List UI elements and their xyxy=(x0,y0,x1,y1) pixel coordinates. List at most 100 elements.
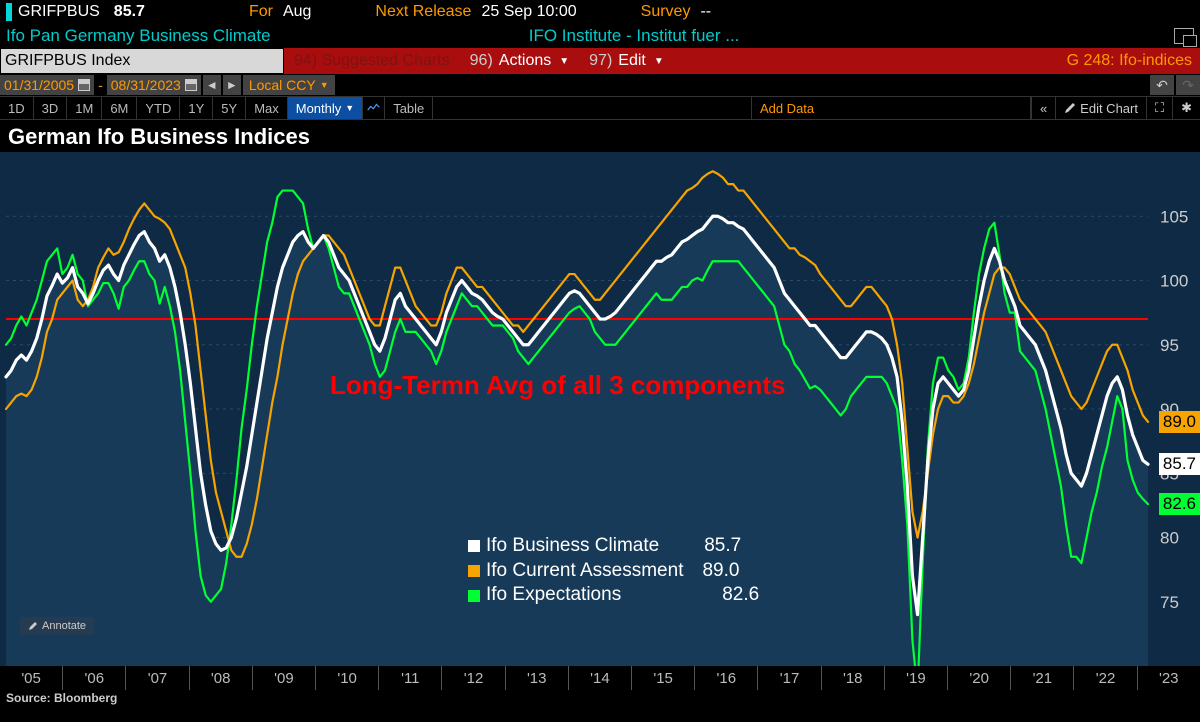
svg-text:100: 100 xyxy=(1160,272,1188,291)
gear-icon: ✱ xyxy=(1181,100,1192,116)
legend-swatch xyxy=(468,565,480,577)
add-data-field[interactable]: Add Data xyxy=(751,97,1031,119)
actions-menu[interactable]: 96) Actions ▼ xyxy=(460,48,580,74)
date-prev-button[interactable]: ◄ xyxy=(203,75,221,95)
x-tick: '06 xyxy=(62,666,125,690)
x-tick: '22 xyxy=(1073,666,1136,690)
survey-value: -- xyxy=(700,3,711,21)
interval-text: Monthly xyxy=(296,101,342,116)
undo-button[interactable]: ↶ xyxy=(1150,75,1174,95)
index-text: GRIFPBUS Index xyxy=(5,52,130,70)
settings-button[interactable]: ✱ xyxy=(1172,97,1200,119)
annotate-button[interactable]: Annotate xyxy=(20,617,94,635)
for-period: Aug xyxy=(283,3,311,21)
value-flag: 89.0 xyxy=(1159,411,1200,433)
x-tick: '07 xyxy=(125,666,188,690)
chart-title: German Ifo Business Indices xyxy=(0,120,1200,152)
source-label: Source: Bloomberg xyxy=(0,690,1200,708)
suggested-charts[interactable]: 94) Suggested Charts xyxy=(284,48,460,74)
legend-label: Ifo Current Assessment xyxy=(486,559,683,584)
x-tick: '08 xyxy=(189,666,252,690)
value-flag: 85.7 xyxy=(1159,453,1200,475)
next-release-label: Next Release xyxy=(375,3,471,21)
x-tick: '11 xyxy=(378,666,441,690)
range-max[interactable]: Max xyxy=(246,97,288,119)
chevron-down-icon: ▼ xyxy=(320,80,329,90)
date-range-bar: 01/31/2005 - 08/31/2023 ◄ ► Local CCY ▼ ↶… xyxy=(0,74,1200,96)
legend-row: Ifo Current Assessment 89.0 xyxy=(468,559,759,584)
pencil-icon xyxy=(28,621,38,631)
value-flag: 82.6 xyxy=(1159,493,1200,515)
range-bar: 1D3D1M6MYTD1Y5YMax Monthly▼ Table Add Da… xyxy=(0,96,1200,120)
copy-icon[interactable] xyxy=(1174,28,1194,44)
table-view-button[interactable]: Table xyxy=(385,97,433,119)
legend-swatch xyxy=(468,590,480,602)
x-tick: '23 xyxy=(1137,666,1200,690)
svg-text:105: 105 xyxy=(1160,207,1188,226)
x-tick: '05 xyxy=(0,666,62,690)
range-1d[interactable]: 1D xyxy=(0,97,34,119)
svg-text:80: 80 xyxy=(1160,529,1179,548)
survey-label: Survey xyxy=(641,3,691,21)
x-tick: '19 xyxy=(884,666,947,690)
actions-label: Actions xyxy=(499,52,551,70)
expand-button[interactable]: ⛶ xyxy=(1146,97,1172,119)
edit-label: Edit xyxy=(618,52,646,70)
x-tick: '16 xyxy=(694,666,757,690)
x-tick: '10 xyxy=(315,666,378,690)
svg-text:95: 95 xyxy=(1160,336,1179,355)
date-to-text: 08/31/2023 xyxy=(111,77,181,93)
x-tick: '09 xyxy=(252,666,315,690)
title-row: Ifo Pan Germany Business Climate IFO Ins… xyxy=(0,24,1200,48)
date-to[interactable]: 08/31/2023 xyxy=(107,75,201,95)
date-separator: - xyxy=(96,77,105,93)
collapse-button[interactable]: « xyxy=(1031,97,1055,119)
for-label: For xyxy=(249,3,273,21)
svg-text:75: 75 xyxy=(1160,593,1179,612)
status-row: GRIFPBUS 85.7 For Aug Next Release 25 Se… xyxy=(0,0,1200,24)
x-tick: '20 xyxy=(947,666,1010,690)
title-right: IFO Institute - Institut fuer ... xyxy=(529,26,740,46)
next-release-value: 25 Sep 10:00 xyxy=(481,3,576,21)
range-6m[interactable]: 6M xyxy=(102,97,137,119)
ticker-marker xyxy=(6,3,12,21)
edit-menu[interactable]: 97) Edit ▼ xyxy=(579,48,674,74)
pencil-icon xyxy=(1064,102,1076,114)
chevron-down-icon: ▼ xyxy=(559,56,569,67)
chevron-down-icon: ▼ xyxy=(654,56,664,67)
currency-text: Local CCY xyxy=(249,77,316,93)
edit-chart-button[interactable]: Edit Chart xyxy=(1055,97,1146,119)
chart-id: G 248: Ifo-indices xyxy=(1059,52,1200,70)
index-box[interactable]: GRIFPBUS Index xyxy=(0,48,284,74)
chart-type-icon[interactable] xyxy=(363,97,385,119)
redo-button[interactable]: ↷ xyxy=(1176,75,1200,95)
legend-label: Ifo Business Climate xyxy=(486,534,659,559)
calendar-icon xyxy=(78,79,90,91)
calendar-icon xyxy=(185,79,197,91)
legend-value: 85.7 xyxy=(691,534,741,559)
currency-selector[interactable]: Local CCY ▼ xyxy=(243,75,335,95)
date-from[interactable]: 01/31/2005 xyxy=(0,75,94,95)
legend-row: Ifo Expectations 82.6 xyxy=(468,583,759,608)
range-1m[interactable]: 1M xyxy=(67,97,102,119)
ticker-value: 85.7 xyxy=(114,3,145,21)
range-1y[interactable]: 1Y xyxy=(180,97,213,119)
date-next-button[interactable]: ► xyxy=(223,75,241,95)
legend-value: 89.0 xyxy=(689,559,739,584)
x-tick: '13 xyxy=(505,666,568,690)
date-from-text: 01/31/2005 xyxy=(4,77,74,93)
actions-key: 96) xyxy=(470,52,493,70)
chevron-down-icon: ▼ xyxy=(345,103,354,113)
range-ytd[interactable]: YTD xyxy=(137,97,180,119)
x-tick: '18 xyxy=(821,666,884,690)
interval-selector[interactable]: Monthly▼ xyxy=(288,97,363,119)
range-5y[interactable]: 5Y xyxy=(213,97,246,119)
x-axis: '05'06'07'08'09'10'11'12'13'14'15'16'17'… xyxy=(0,666,1200,690)
chart-annotation-text: Long-Termn Avg of all 3 components xyxy=(330,370,810,401)
range-3d[interactable]: 3D xyxy=(34,97,68,119)
legend-value: 82.6 xyxy=(709,583,759,608)
chart-legend: Ifo Business Climate 85.7 Ifo Current As… xyxy=(468,534,759,608)
edit-key: 97) xyxy=(589,52,612,70)
legend-label: Ifo Expectations xyxy=(486,583,621,608)
title-left: Ifo Pan Germany Business Climate xyxy=(6,26,529,46)
